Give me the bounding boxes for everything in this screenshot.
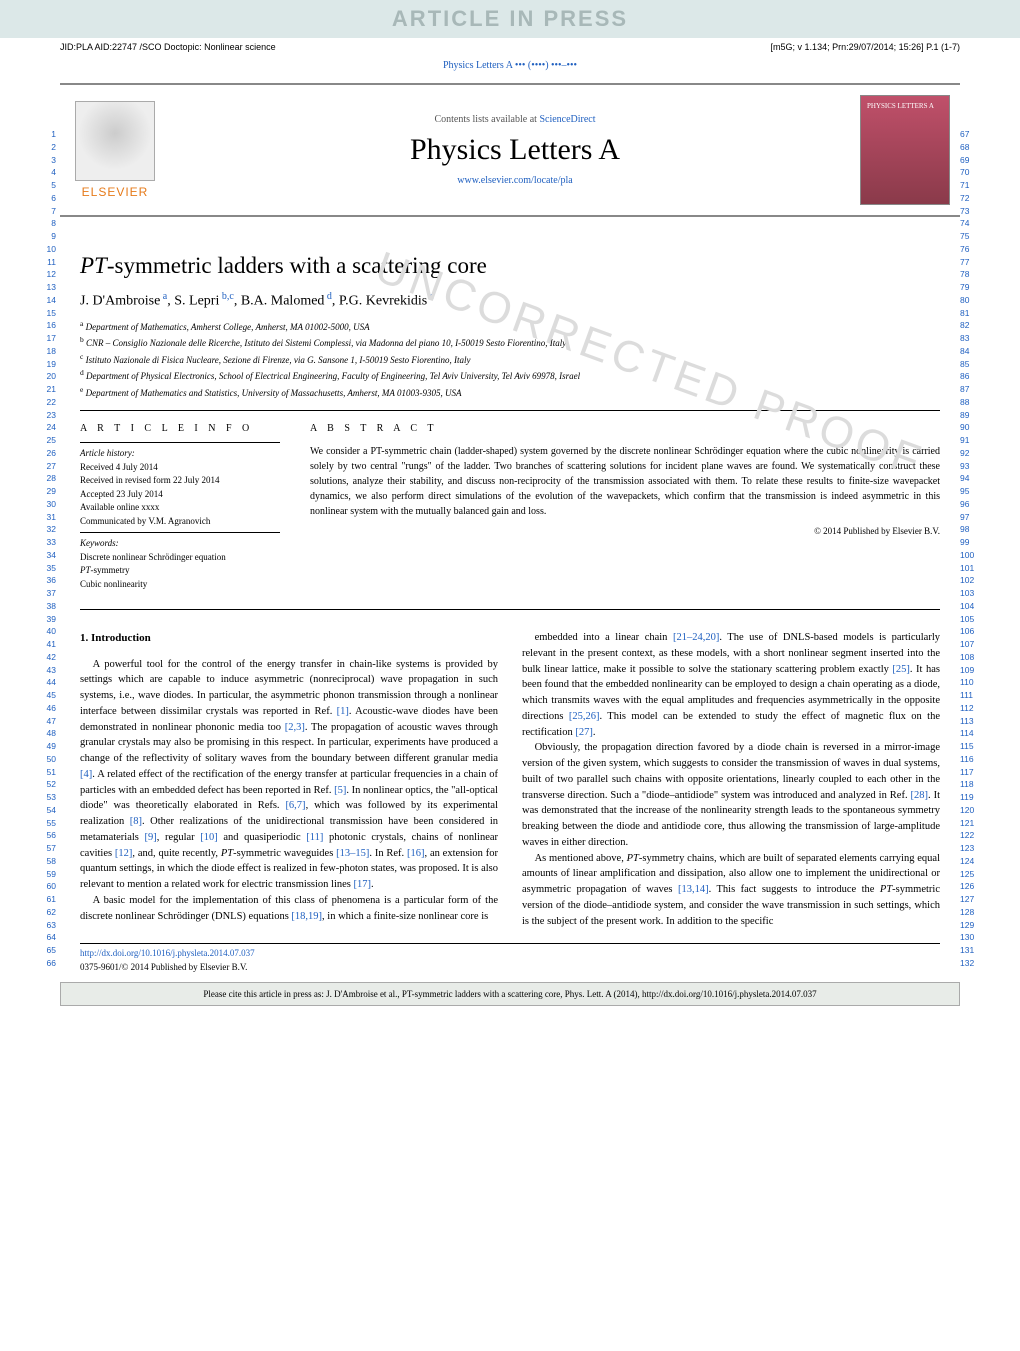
authors-line: J. D'Ambroise a, S. Lepri b,c, B.A. Malo…: [80, 291, 940, 310]
abstract-column: A B S T R A C T We consider a PT-symmetr…: [310, 421, 940, 591]
pt-symbol: PT: [80, 253, 107, 278]
header-meta-right: [m5G; v 1.134; Prn:29/07/2014; 15:26] P.…: [771, 42, 960, 52]
abstract-text: We consider a PT-symmetric chain (ladder…: [310, 444, 940, 519]
body-paragraph: As mentioned above, PT-symmetry chains, …: [522, 851, 940, 930]
body-paragraph: A powerful tool for the control of the e…: [80, 657, 498, 893]
article-title: PT-symmetric ladders with a scattering c…: [80, 253, 940, 279]
article-info-column: A R T I C L E I N F O Article history: R…: [80, 421, 280, 591]
footer-doi-link[interactable]: http://dx.doi.org/10.1016/j.physleta.201…: [80, 943, 940, 958]
header-meta-left: JID:PLA AID:22747 /SCO Doctopic: Nonline…: [60, 42, 276, 52]
article-history-label: Article history:: [80, 447, 280, 461]
line-numbers-left: 1234567891011121314151617181920212223242…: [40, 128, 56, 970]
please-cite-box: Please cite this article in press as: J.…: [60, 982, 960, 1006]
body-paragraph: A basic model for the implementation of …: [80, 893, 498, 925]
keywords-label: Keywords:: [80, 537, 280, 551]
header-meta-row: JID:PLA AID:22747 /SCO Doctopic: Nonline…: [0, 38, 1020, 56]
title-rest: -symmetric ladders with a scattering cor…: [107, 253, 487, 278]
article-history-list: Received 4 July 2014Received in revised …: [80, 461, 280, 529]
cover-thumb-label: PHYSICS LETTERS A: [867, 102, 934, 110]
contents-prefix: Contents lists available at: [434, 114, 539, 125]
info-abstract-row: A R T I C L E I N F O Article history: R…: [80, 410, 940, 610]
sciencedirect-link[interactable]: ScienceDirect: [539, 114, 595, 125]
masthead: ELSEVIER Contents lists available at Sci…: [60, 83, 960, 217]
publisher-block: ELSEVIER: [60, 101, 170, 199]
footer-issn-copyright: 0375-9601/© 2014 Published by Elsevier B…: [80, 962, 940, 972]
journal-title: Physics Letters A: [170, 133, 860, 167]
publisher-name: ELSEVIER: [82, 185, 149, 199]
affiliations-block: a Department of Mathematics, Amherst Col…: [80, 318, 940, 401]
keywords-list: Discrete nonlinear Schrödinger equationP…: [80, 551, 280, 592]
abstract-heading: A B S T R A C T: [310, 421, 940, 436]
body-paragraph: Obviously, the propagation direction fav…: [522, 740, 940, 850]
article-info-heading: A R T I C L E I N F O: [80, 421, 280, 436]
body-paragraph: embedded into a linear chain [21–24,20].…: [522, 630, 940, 740]
journal-cover-thumbnail: PHYSICS LETTERS A: [860, 95, 950, 205]
masthead-center: Contents lists available at ScienceDirec…: [170, 114, 860, 186]
body-two-columns: 1. Introduction A powerful tool for the …: [80, 630, 940, 929]
line-numbers-right: 6768697071727374757677787980818283848586…: [960, 128, 980, 970]
main-content: PT-symmetric ladders with a scattering c…: [60, 253, 960, 929]
elsevier-tree-logo: [75, 101, 155, 181]
in-press-banner: ARTICLE IN PRESS: [0, 0, 1020, 38]
contents-available-line: Contents lists available at ScienceDirec…: [170, 114, 860, 125]
section-1-heading: 1. Introduction: [80, 630, 498, 647]
abstract-copyright: © 2014 Published by Elsevier B.V.: [310, 525, 940, 539]
cover-thumbnail-block: PHYSICS LETTERS A: [860, 95, 960, 205]
journal-url[interactable]: www.elsevier.com/locate/pla: [170, 175, 860, 186]
journal-reference: Physics Letters A ••• (••••) •••–•••: [0, 56, 1020, 75]
